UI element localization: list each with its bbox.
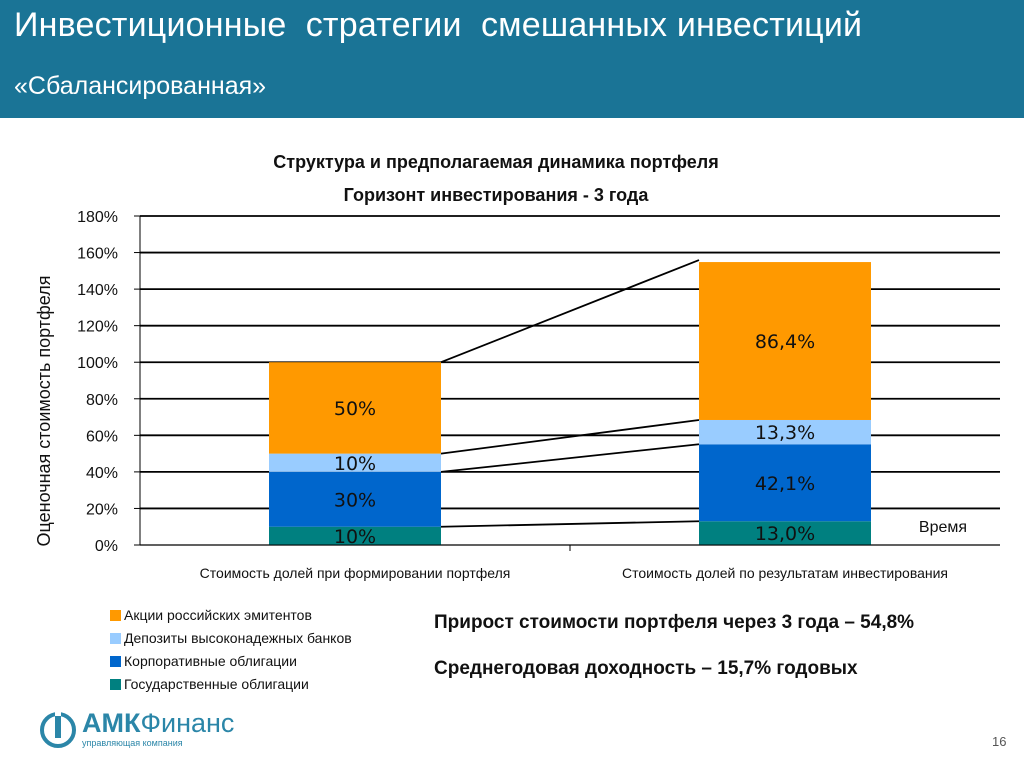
y-tick-label: 20% [86, 501, 118, 518]
y-tick-label: 160% [77, 246, 118, 263]
bar-segment [699, 521, 871, 545]
data-label: 86,4% [755, 331, 815, 353]
bars: 10% 30% 10% 50% 13,0% 42,1% 13,3% 86,4% [269, 262, 871, 548]
x-tick-label: Стоимость долей по результатам инвестиро… [622, 565, 948, 581]
data-label: 50% [334, 398, 376, 420]
y-tick-labels: 0% 20% 40% 60% 80% 100% 120% 140% 160% 180% [77, 209, 118, 555]
data-label: 42,1% [755, 473, 815, 495]
bar-segment [699, 262, 871, 420]
page-title: Инвестиционные стратегии смешанных инвес… [14, 6, 863, 44]
connector-line [440, 259, 700, 364]
data-label: 13,3% [755, 422, 815, 444]
y-tick-label: 40% [86, 465, 118, 482]
data-label: 10% [334, 453, 376, 475]
bar-segment [699, 419, 871, 445]
y-tick-label: 100% [77, 355, 118, 372]
header-banner: Инвестиционные стратегии смешанных инвес… [0, 0, 1024, 118]
data-label: 30% [334, 489, 376, 511]
stacked-bar-chart: Структура и предполагаемая динамика порт… [34, 152, 1000, 581]
logo-mark-icon [40, 710, 76, 748]
x-axis: Стоимость долей при формировании портфел… [139, 216, 1000, 581]
legend-swatch [110, 656, 121, 667]
y-tick-label: 140% [77, 282, 118, 299]
growth-summary: Прирост стоимости портфеля через 3 года … [434, 612, 915, 633]
legend-swatch [110, 610, 121, 621]
company-logo: АМКФинанс управляющая компания [38, 708, 238, 752]
legend-label: Государственные облигации [124, 676, 309, 692]
y-tick-label: 180% [77, 209, 118, 226]
chart-subtitle: Горизонт инвестирования - 3 года [344, 185, 650, 205]
logo-tagline: управляющая компания [82, 738, 183, 748]
data-label: 13,0% [755, 523, 815, 545]
y-tick-label: 120% [77, 319, 118, 336]
connector-line [440, 443, 700, 473]
connector-line [440, 520, 700, 528]
legend-label: Акции российских эмитентов [124, 607, 312, 623]
data-label: 10% [334, 526, 376, 548]
bar-segment [269, 471, 441, 527]
logo-brand-light: Финанс [140, 708, 235, 738]
legend-swatch [110, 633, 121, 644]
legend-label: Депозиты высоконадежных банков [124, 630, 352, 646]
annual-yield-summary: Среднегодовая доходность – 15,7% годовых [434, 658, 858, 679]
bar-segment [699, 444, 871, 522]
y-tick-label: 80% [86, 392, 118, 409]
connector-lines [440, 259, 700, 528]
connector-line [440, 419, 700, 455]
logo-wordmark: АМКФинанс [82, 708, 234, 739]
y-tick-label: 60% [86, 428, 118, 445]
bar-segment [269, 362, 441, 454]
legend-label: Корпоративные облигации [124, 653, 297, 669]
logo-brand-bold: АМК [82, 708, 141, 738]
x-tick-label: Стоимость долей при формировании портфел… [200, 565, 511, 581]
chart-title: Структура и предполагаемая динамика порт… [273, 152, 718, 172]
legend-swatch [110, 679, 121, 690]
y-axis-label: Оценочная стоимость портфеля [34, 276, 54, 547]
time-annotation: Время [919, 519, 967, 536]
bar-segment [269, 526, 441, 545]
page-subtitle: «Сбалансированная» [14, 72, 267, 100]
page-number: 16 [992, 734, 1007, 749]
bar-segment [269, 453, 441, 472]
y-tick-label: 0% [95, 538, 118, 555]
